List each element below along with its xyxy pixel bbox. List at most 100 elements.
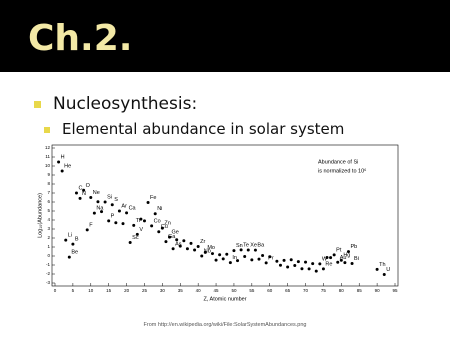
point xyxy=(121,222,125,226)
point-label: Ti xyxy=(136,218,140,224)
point xyxy=(168,235,172,239)
point-label: Pr xyxy=(268,255,274,261)
point xyxy=(182,239,186,243)
point-label: P xyxy=(111,213,115,219)
point xyxy=(236,259,240,263)
point-label: Th xyxy=(379,262,385,268)
point xyxy=(178,244,182,248)
point xyxy=(185,247,189,251)
point-label: Au xyxy=(340,255,347,261)
point xyxy=(150,224,154,228)
y-tick-label: 2 xyxy=(47,235,50,240)
point-label: Zn xyxy=(164,221,170,227)
point xyxy=(128,241,132,244)
x-axis-label: Z, Atomic number xyxy=(203,296,246,302)
point-label: O xyxy=(86,183,91,189)
point xyxy=(67,255,71,259)
x-tick-label: 10 xyxy=(88,288,94,293)
point xyxy=(175,238,179,242)
bullet: Nucleosynthesis: xyxy=(34,94,197,114)
point xyxy=(246,248,250,252)
point xyxy=(132,223,136,227)
point xyxy=(228,261,232,265)
point xyxy=(382,272,386,276)
y-tick-label: 5 xyxy=(47,208,50,213)
y-tick-label: 1 xyxy=(47,244,50,249)
x-tick-label: 5 xyxy=(72,288,75,293)
x-tick-label: 0 xyxy=(54,288,57,293)
point xyxy=(114,221,118,225)
point xyxy=(221,257,225,261)
point xyxy=(286,265,290,269)
x-tick-label: 35 xyxy=(178,288,184,293)
point xyxy=(278,263,282,267)
point xyxy=(193,248,197,252)
point-label: Ba xyxy=(257,243,265,249)
y-tick-label: 6 xyxy=(47,199,50,204)
sub-bullet: Elemental abundance in solar system xyxy=(44,120,344,138)
x-tick-label: 50 xyxy=(231,288,237,293)
point xyxy=(318,262,322,266)
point-label: Fe xyxy=(150,195,156,201)
y-tick-label: 9 xyxy=(47,172,50,177)
point xyxy=(336,260,340,264)
point xyxy=(296,260,300,264)
point xyxy=(375,267,379,271)
annotation: is normalized to 10⁶ xyxy=(318,167,366,174)
point xyxy=(253,248,257,252)
point xyxy=(57,160,61,164)
point xyxy=(225,252,229,256)
point-label: Ge xyxy=(172,230,179,236)
point-label: Hg xyxy=(343,253,350,259)
point-label: Te xyxy=(243,242,249,248)
x-tick-label: 75 xyxy=(321,288,327,293)
annotation: Abundance of Si xyxy=(318,159,358,165)
point xyxy=(103,200,107,204)
point xyxy=(264,261,268,265)
point xyxy=(232,249,236,253)
point-label: Re xyxy=(325,261,332,267)
point xyxy=(153,212,157,216)
point xyxy=(218,253,222,257)
x-tick-label: 40 xyxy=(196,288,202,293)
point xyxy=(71,242,75,246)
x-tick-label: 20 xyxy=(124,288,130,293)
point-label: B xyxy=(75,237,79,243)
point xyxy=(196,245,200,249)
point xyxy=(243,254,247,258)
point xyxy=(164,240,168,244)
point-label: Ga xyxy=(168,234,176,240)
point xyxy=(203,250,207,254)
point xyxy=(78,196,82,200)
plot-frame xyxy=(51,144,399,287)
point-label: Pb xyxy=(350,244,357,250)
point-label: Xe xyxy=(250,243,257,249)
point-label: Sn xyxy=(236,243,243,249)
point xyxy=(261,254,265,258)
point xyxy=(257,257,261,261)
point-label: S xyxy=(114,197,118,203)
point xyxy=(142,219,146,223)
y-tick-label: 11 xyxy=(45,154,50,159)
point-label: Cu xyxy=(161,224,168,230)
x-tick-label: 85 xyxy=(357,288,363,293)
y-tick-label: 3 xyxy=(47,226,50,231)
y-tick-label: 8 xyxy=(47,181,50,186)
x-tick-label: 45 xyxy=(214,288,220,293)
y-axis-label: Log₁₀(Abundance) xyxy=(37,193,43,238)
point-label: C xyxy=(78,185,82,191)
point-label: Ar xyxy=(121,203,127,209)
x-tick-label: 65 xyxy=(285,288,291,293)
y-tick-label: 10 xyxy=(45,163,51,168)
point xyxy=(64,238,68,242)
point-label: U xyxy=(386,267,390,273)
point-label: Li xyxy=(68,233,72,239)
point xyxy=(74,191,78,195)
x-tick-label: 60 xyxy=(267,288,273,293)
point xyxy=(125,211,129,215)
point xyxy=(96,200,100,204)
point xyxy=(107,219,111,223)
point xyxy=(139,217,143,221)
point xyxy=(325,256,329,260)
